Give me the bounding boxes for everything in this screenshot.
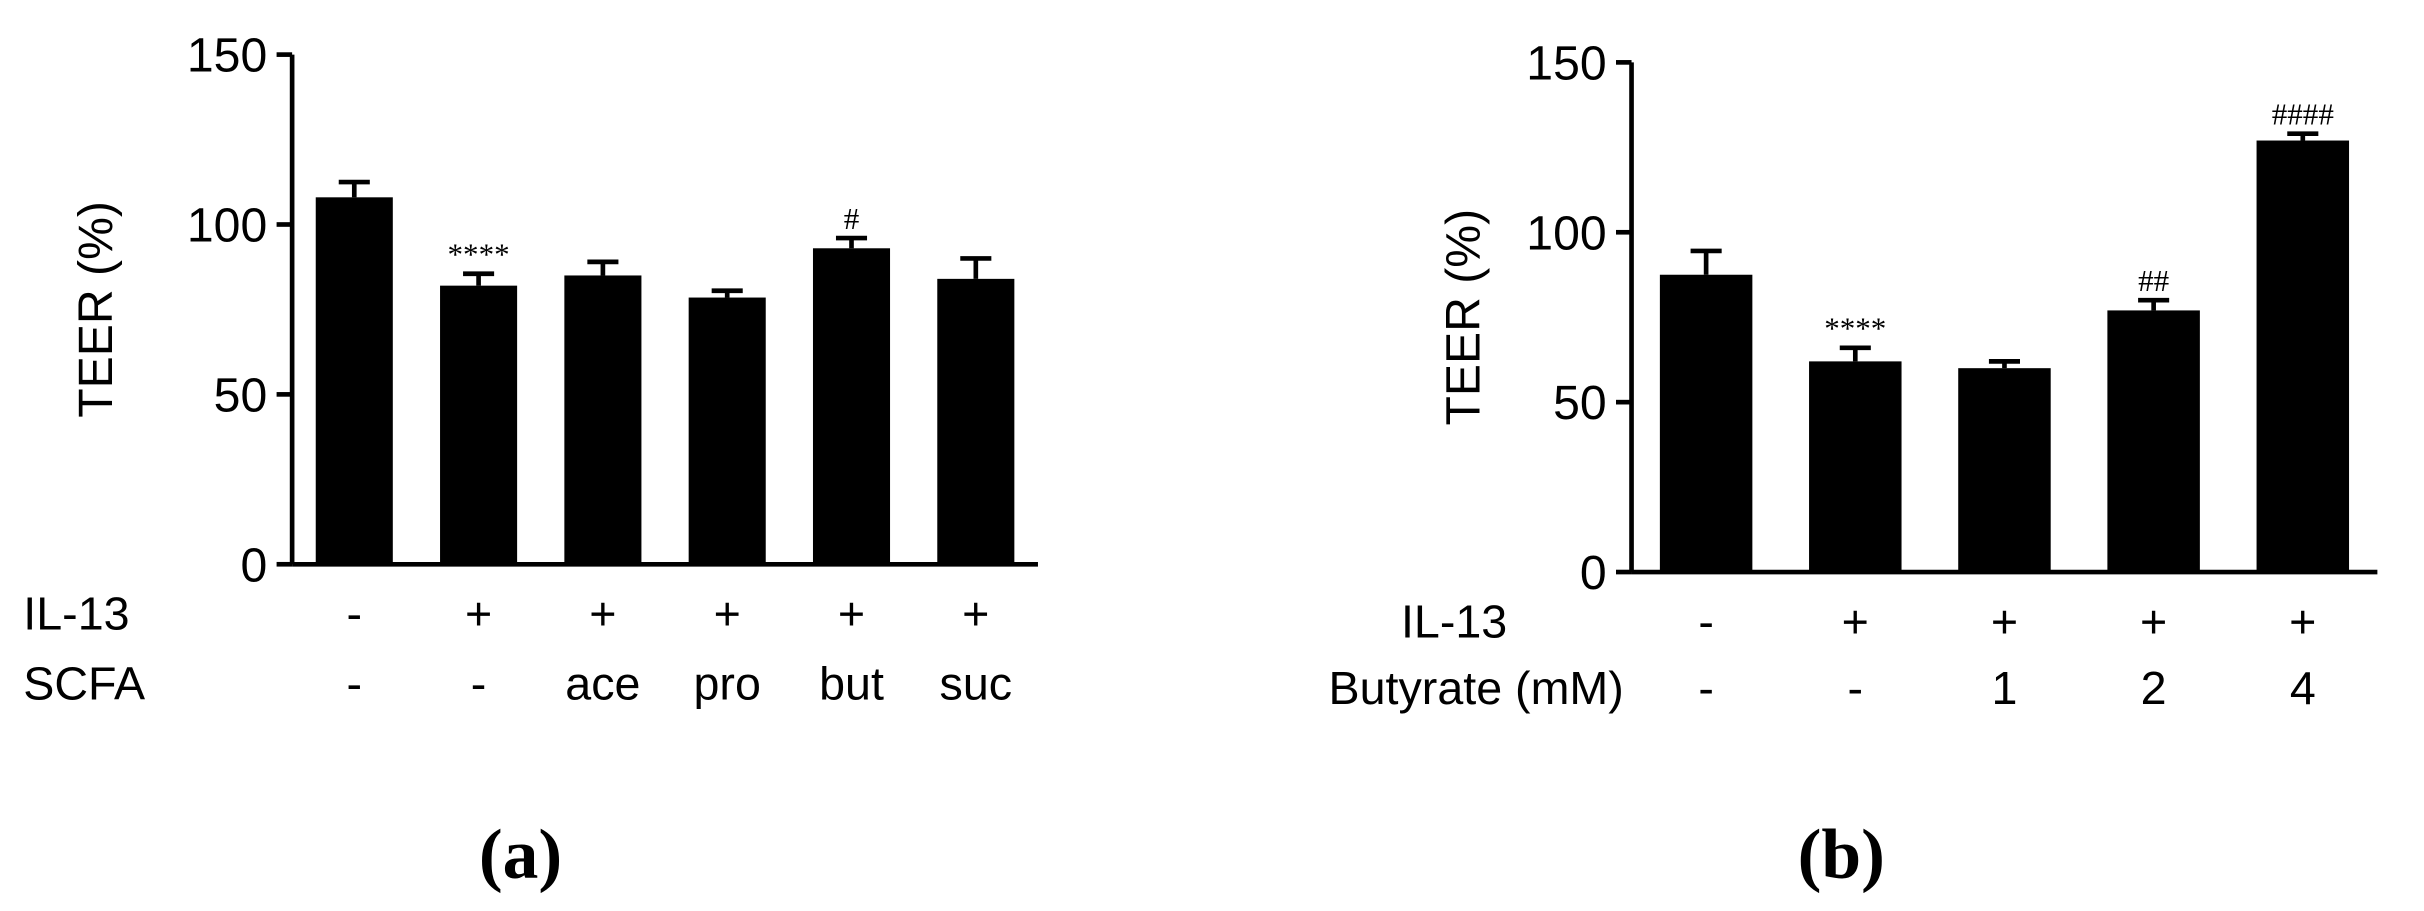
condition-level: - — [1698, 662, 1714, 714]
condition-label: IL-13 — [1401, 595, 1507, 647]
bar — [1809, 361, 1902, 573]
condition-level: - — [347, 657, 363, 709]
bar — [315, 197, 393, 565]
significance-label: **** — [1824, 310, 1886, 345]
condition-level: + — [962, 588, 989, 640]
significance-label: #### — [2272, 96, 2334, 131]
condition-label: SCFA — [23, 657, 145, 709]
condition-level: + — [838, 588, 865, 640]
condition-level: + — [589, 588, 616, 640]
y-tick-label: 150 — [1526, 36, 1606, 90]
condition-level: + — [714, 588, 741, 640]
condition-level: - — [471, 657, 487, 709]
y-tick-label: 150 — [187, 29, 267, 83]
condition-label: IL-13 — [23, 588, 129, 640]
condition-level: pro — [694, 657, 761, 709]
condition-level: - — [1848, 662, 1864, 714]
condition-level: 1 — [1991, 662, 2017, 714]
condition-level: ace — [565, 657, 640, 709]
bar — [2107, 310, 2200, 573]
condition-level: 4 — [2290, 662, 2316, 714]
bar — [688, 297, 766, 565]
condition-level: + — [465, 588, 492, 640]
significance-label: ## — [2138, 263, 2169, 298]
bar — [440, 285, 518, 565]
condition-level: suc — [940, 657, 1013, 709]
significance-label: # — [844, 201, 860, 236]
panel-caption: (b) — [1798, 815, 1885, 894]
y-tick-label: 50 — [1553, 376, 1607, 430]
bar — [2256, 140, 2350, 573]
bar — [937, 278, 1015, 565]
condition-level: + — [2289, 595, 2316, 647]
condition-level: 2 — [2141, 662, 2167, 714]
bar — [1958, 368, 2051, 573]
condition-level: + — [2140, 595, 2167, 647]
condition-level: but — [819, 657, 884, 709]
panel-caption: (a) — [479, 815, 562, 894]
y-tick-label: 50 — [214, 368, 268, 422]
condition-level: + — [1842, 595, 1869, 647]
bar — [812, 248, 891, 565]
y-axis-label: TEER (%) — [69, 201, 123, 418]
y-axis-label: TEER (%) — [1436, 209, 1490, 426]
y-tick-label: 100 — [187, 199, 267, 253]
bar — [1659, 274, 1753, 573]
y-tick-label: 0 — [1580, 546, 1607, 600]
condition-level: - — [1698, 595, 1714, 647]
y-tick-label: 100 — [1526, 206, 1606, 260]
bar — [564, 275, 642, 565]
y-tick-label: 0 — [240, 538, 267, 592]
condition-level: - — [347, 588, 363, 640]
significance-label: **** — [448, 236, 510, 271]
condition-level: + — [1991, 595, 2018, 647]
condition-label: Butyrate (mM) — [1329, 662, 1624, 714]
